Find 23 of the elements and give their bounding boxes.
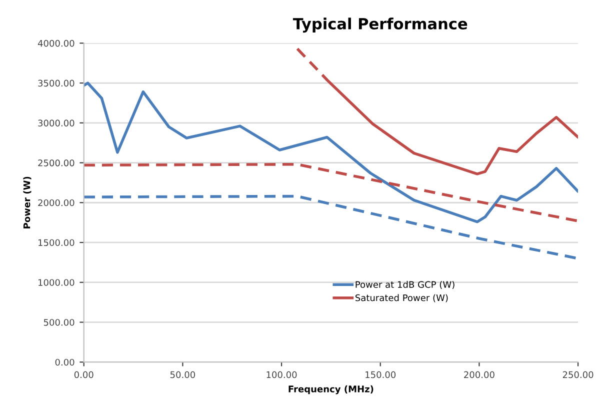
x-tick-label: 100.00 — [266, 371, 297, 378]
y-tick-label: 2000.00 — [38, 199, 74, 206]
y-tick-label: 4000.00 — [38, 40, 74, 47]
y-tick-label: 2500.00 — [38, 159, 74, 166]
y-tick-label: 1000.00 — [38, 279, 74, 286]
line-series — [84, 82, 578, 224]
x-tick-label: 150.00 — [366, 371, 396, 378]
x-tick-label: 50.00 — [170, 371, 196, 378]
y-tick-label: 3000.00 — [38, 120, 74, 126]
x-tick-label: 250.00 — [562, 371, 594, 378]
line-series — [84, 194, 578, 260]
x-tick-label: 200.00 — [464, 371, 494, 378]
legend-label: Saturated Power (W) — [355, 294, 448, 302]
y-axis-title: Power (W) — [23, 176, 32, 228]
x-tick-label: 0.00 — [74, 371, 94, 378]
line-series — [84, 162, 578, 222]
legend-label: Power at 1dB GCP (W) — [356, 280, 454, 289]
y-tick-label: 500.00 — [44, 318, 74, 326]
y-tick-label: 0.00 — [55, 358, 74, 366]
chart-title: Typical Performance — [292, 18, 468, 33]
y-tick-label: 1500.00 — [38, 239, 74, 246]
y-tick-label: 3500.00 — [38, 80, 74, 87]
x-axis-title: Frequency (MHz) — [288, 385, 374, 394]
